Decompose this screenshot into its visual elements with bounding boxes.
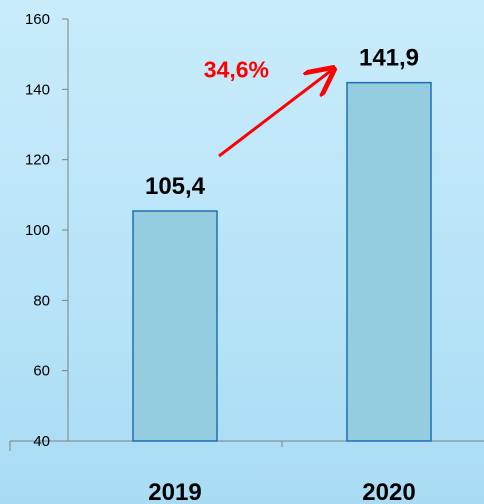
category-label-2020: 2020 — [362, 479, 415, 504]
bar-2019 — [132, 210, 218, 442]
label-layer: 105,4 2019 141,9 2020 — [145, 45, 419, 504]
data-label-2020: 141,9 — [359, 45, 419, 72]
data-label-2019: 105,4 — [145, 173, 206, 200]
y-tick-label: 160 — [25, 11, 50, 28]
y-tick-label: 80 — [33, 292, 50, 309]
annotation-layer: 34,6% — [204, 57, 331, 158]
axis-layer: 40 60 80 100 120 140 160 — [9, 11, 484, 451]
y-tick-label: 120 — [25, 152, 50, 169]
bar-2020 — [346, 81, 432, 442]
y-tick-label: 100 — [25, 222, 50, 239]
growth-arrow — [218, 71, 331, 158]
bar-layer — [132, 81, 432, 442]
growth-label: 34,6% — [204, 57, 269, 83]
y-tick-label: 40 — [33, 433, 50, 450]
category-label-2019: 2019 — [148, 479, 201, 504]
y-tick-label: 140 — [25, 81, 50, 98]
y-tick-label: 60 — [33, 363, 50, 380]
